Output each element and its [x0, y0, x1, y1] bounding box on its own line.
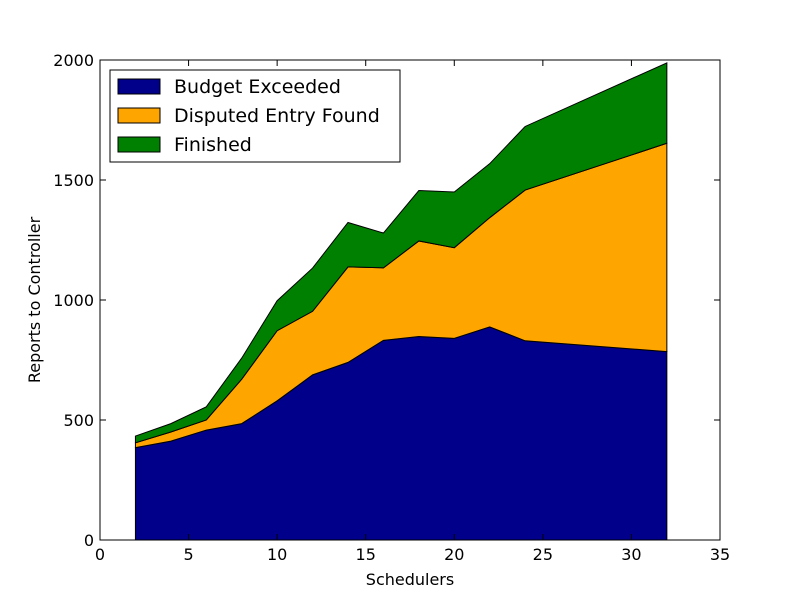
legend-swatch: [117, 136, 161, 153]
legend-swatch: [117, 107, 161, 124]
x-tick-label: 10: [267, 545, 287, 564]
legend: Budget Exceeded Disputed Entry Found Finis…: [109, 69, 401, 163]
x-tick-label: 30: [621, 545, 641, 564]
x-tick-label: 0: [95, 545, 105, 564]
y-tick-label: 0: [84, 531, 94, 550]
y-tick-label: 1000: [53, 291, 94, 310]
legend-label: Disputed Entry Found: [174, 105, 380, 127]
legend-label: Finished: [174, 134, 252, 156]
y-axis-label: Reports to Controller: [25, 216, 44, 383]
y-tick-label: 2000: [53, 51, 94, 70]
x-tick-label: 5: [183, 545, 193, 564]
y-tick-label: 1500: [53, 171, 94, 190]
axis-ticks: 0 5 10 15 20 25 30 35 0 500 1000 1500 2000: [53, 51, 730, 564]
x-tick-label: 20: [444, 545, 464, 564]
legend-swatch: [117, 78, 161, 95]
legend-label: Budget Exceeded: [174, 76, 341, 98]
area-series-3: [134, 62, 668, 444]
x-axis-label: Schedulers: [366, 570, 454, 589]
area-layers: [134, 62, 668, 541]
x-tick-label: 15: [356, 545, 376, 564]
y-tick-label: 500: [63, 411, 94, 430]
x-tick-label: 25: [533, 545, 553, 564]
x-tick-label: 35: [710, 545, 730, 564]
